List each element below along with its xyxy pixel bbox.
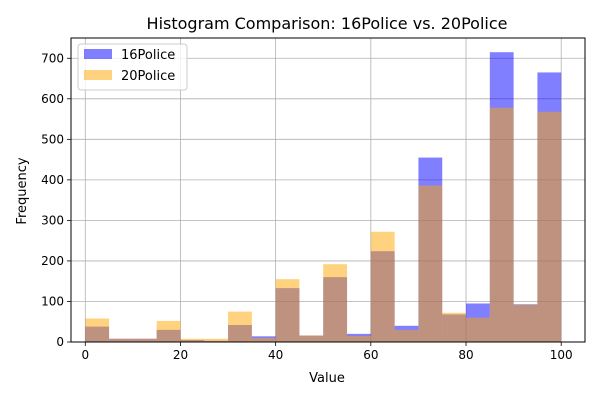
y-tick-label: 400 (41, 173, 64, 187)
x-axis-label: Value (309, 371, 345, 386)
bar-20Police-bin-11 (347, 335, 371, 342)
plot-frame (70, 37, 586, 343)
bar-20Police-bin-14 (418, 185, 443, 342)
y-axis-label: Frequency (15, 157, 30, 224)
bar-20Police-bin-12 (370, 231, 395, 342)
y-tick-label: 200 (41, 254, 64, 268)
legend-label-20Police: 20Police (121, 69, 175, 84)
y-tick-label: 0 (56, 335, 64, 349)
bar-20Police-bin-9 (299, 335, 324, 342)
bar-20Police-bin-4 (180, 338, 205, 342)
bar-20Police-bin-15 (442, 312, 467, 342)
axis-ticks: 0 20 40 60 80 100 0 100 200 300 400 500 600 700 (41, 51, 573, 362)
bar-20Police-bin-19 (537, 111, 562, 343)
x-tick-label: 80 (458, 348, 473, 362)
y-tick-label: 500 (41, 132, 64, 146)
y-tick-label: 600 (41, 92, 64, 106)
legend-swatch-16Police (84, 49, 112, 59)
y-tick-label: 300 (41, 213, 64, 227)
x-tick-label: 20 (173, 348, 188, 362)
y-tick-label: 100 (41, 294, 64, 308)
bar-20Police-bin-18 (513, 304, 538, 342)
legend: 16Police 20Police (77, 43, 188, 91)
bar-20Police-bin-2 (132, 338, 157, 342)
bar-20Police-bin-10 (323, 264, 348, 342)
legend-label-16Police: 16Police (121, 48, 175, 63)
bar-20Police-bin-16 (466, 317, 490, 342)
bar-20Police-bin-5 (204, 338, 229, 342)
bar-20Police-bin-7 (251, 337, 276, 342)
bar-20Police-bin-3 (156, 320, 181, 342)
bar-20Police-bin-6 (228, 311, 252, 342)
x-tick-label: 0 (81, 348, 89, 362)
bar-20Police-bin-8 (275, 279, 300, 342)
x-tick-label: 60 (363, 348, 378, 362)
x-tick-label: 40 (268, 348, 283, 362)
series-20Police-bars (85, 107, 562, 343)
y-tick-label: 700 (41, 51, 64, 65)
histogram-bars (85, 52, 562, 343)
bar-20Police-bin-1 (109, 338, 133, 342)
bar-20Police-bin-0 (85, 318, 110, 342)
x-tick-label: 100 (550, 348, 573, 362)
chart-title: Histogram Comparison: 16Police vs. 20Pol… (147, 14, 508, 33)
bar-20Police-bin-13 (394, 329, 419, 342)
bar-20Police-bin-17 (489, 107, 514, 342)
legend-swatch-20Police (84, 70, 112, 80)
